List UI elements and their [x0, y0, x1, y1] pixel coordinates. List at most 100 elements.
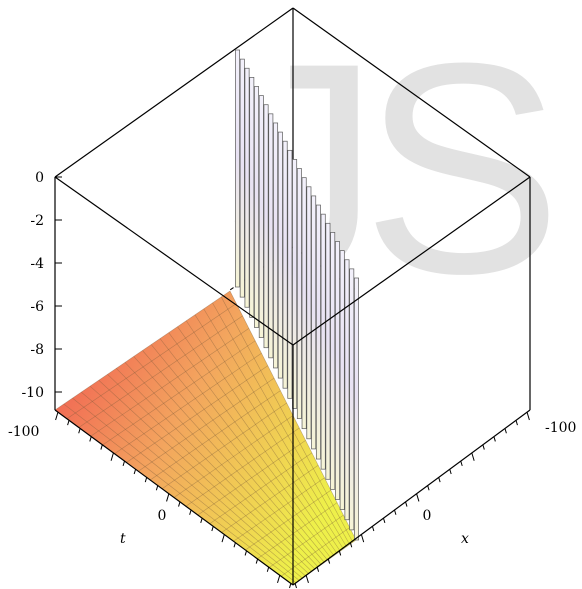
- spike: [258, 95, 264, 338]
- floor-grid-line: [159, 338, 332, 559]
- floor-grid-line: [126, 365, 268, 463]
- z-tick-label: -6: [30, 299, 44, 315]
- t-tick: [67, 419, 70, 426]
- floor-grid-line: [245, 489, 331, 551]
- spike: [235, 49, 240, 288]
- floor-grid-line: [194, 314, 344, 550]
- x-tick: [360, 533, 365, 543]
- floor-grid-line: [221, 465, 319, 533]
- x-tick: [327, 558, 331, 564]
- x-tick: [438, 476, 441, 483]
- x-tick: [305, 574, 309, 584]
- spike: [306, 186, 312, 440]
- t-tick: [189, 509, 192, 515]
- x-tick-label: 0: [423, 508, 432, 524]
- t-tick: [122, 460, 126, 467]
- floor-grid-line: [209, 452, 313, 524]
- x-tick: [493, 436, 496, 442]
- x-tick: [382, 517, 386, 524]
- floor-grid-line: [98, 380, 309, 574]
- t-axis-title: t: [120, 531, 126, 547]
- x-tick: [504, 428, 507, 434]
- floor-grid-line: [142, 350, 325, 563]
- floor-grid-line: [66, 303, 237, 419]
- x-tick: [526, 411, 530, 421]
- floor-grid-line: [90, 328, 250, 437]
- floor-grid-line: [269, 514, 344, 568]
- x-tick: [349, 542, 353, 548]
- floor-grid-line: [114, 353, 262, 454]
- spike: [282, 140, 288, 389]
- floor-grid-line: [186, 320, 341, 552]
- floor-grid-line: [138, 377, 275, 472]
- floor-grid-line: [150, 390, 281, 481]
- floor-grid-line: [102, 340, 256, 446]
- axis-tick-labels: 0 -2 -4 -6 -8 -10 -100 0 -100 0: [8, 170, 576, 524]
- bounding-box-front: [54, 176, 531, 586]
- floor-grid-line: [89, 385, 306, 577]
- floor-grid-line: [203, 308, 347, 547]
- t-tick: [100, 444, 103, 450]
- floor-grid-line: [173, 415, 294, 498]
- spike: [268, 113, 274, 359]
- spike: [292, 159, 298, 409]
- x-tick: [316, 566, 320, 572]
- spike: [335, 241, 340, 500]
- floor-grid-line: [212, 302, 350, 545]
- spike: [354, 277, 359, 541]
- z-tick-label: -8: [30, 342, 44, 358]
- floor-surface: [55, 291, 356, 585]
- t-tick: [55, 411, 59, 421]
- t-tick: [266, 566, 270, 572]
- t-tick: [277, 574, 281, 584]
- t-tick-label: -100: [8, 424, 39, 440]
- z-tick-label: 0: [35, 170, 44, 186]
- spike: [315, 204, 321, 460]
- x-tick: [404, 501, 408, 507]
- x-tick: [515, 419, 518, 426]
- floor-grid-line: [168, 332, 335, 556]
- spike: [277, 131, 283, 379]
- t-tick: [244, 550, 248, 556]
- floor-grid-line: [220, 296, 354, 543]
- floor-grid-line: [63, 403, 297, 583]
- z-tick-label: -4: [30, 256, 44, 272]
- spike: [311, 195, 317, 450]
- t-tick: [133, 468, 137, 475]
- floor-grid-line: [197, 440, 306, 516]
- t-tick: [233, 542, 237, 548]
- spike-ridge: [235, 49, 359, 541]
- t-tick: [144, 476, 148, 483]
- t-tick: [166, 493, 170, 502]
- x-tick: [482, 444, 485, 450]
- floor-grid-line: [161, 402, 287, 489]
- t-tick: [110, 452, 114, 461]
- floor-grid-line: [233, 477, 325, 542]
- spike: [320, 213, 326, 470]
- x-axis-title: x: [461, 531, 469, 547]
- floor-grid-line: [133, 356, 322, 565]
- x-tick: [427, 485, 430, 491]
- x-tick: [471, 452, 475, 461]
- spike: [325, 222, 331, 480]
- floor-grid-line: [185, 427, 300, 507]
- spike: [349, 268, 355, 531]
- floor-grid-line: [116, 368, 316, 570]
- floor-grid-line: [78, 315, 243, 428]
- spike: [287, 149, 293, 399]
- t-tick: [200, 517, 203, 524]
- x-tick-label: -100: [545, 420, 576, 436]
- x-tick: [460, 460, 463, 467]
- floor-grid-line: [257, 502, 338, 559]
- spike: [239, 58, 245, 298]
- floor-grid-line: [81, 391, 303, 579]
- t-tick: [221, 533, 225, 543]
- t-tick-label: 0: [158, 508, 167, 524]
- floor-grid-line: [107, 374, 313, 572]
- t-tick: [289, 582, 292, 589]
- z-tick-label: -2: [30, 213, 44, 229]
- floor-grid-line: [124, 362, 319, 568]
- axis-ticks: [55, 176, 530, 589]
- spike: [330, 232, 336, 490]
